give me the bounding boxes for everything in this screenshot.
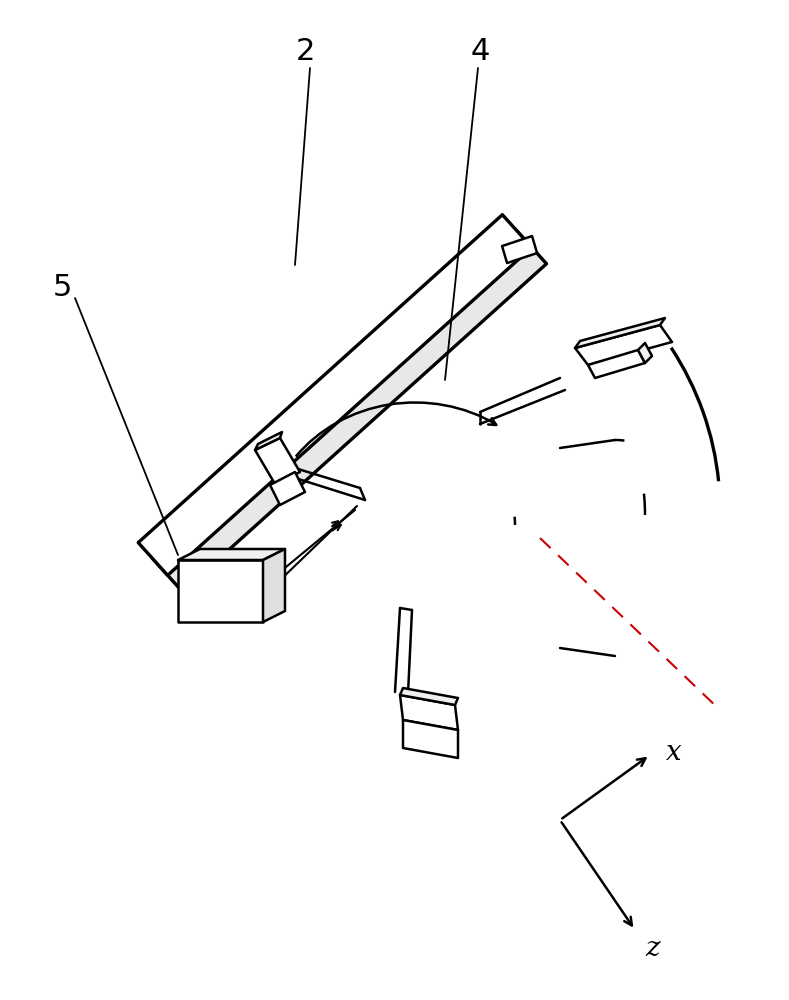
Polygon shape	[263, 549, 285, 622]
Text: z: z	[645, 934, 660, 962]
Polygon shape	[270, 472, 305, 505]
Polygon shape	[575, 325, 672, 365]
Polygon shape	[502, 236, 537, 263]
Polygon shape	[575, 318, 665, 348]
Polygon shape	[255, 432, 282, 450]
Polygon shape	[153, 231, 547, 592]
Text: 5: 5	[52, 273, 72, 302]
Polygon shape	[588, 350, 645, 378]
Polygon shape	[138, 215, 532, 575]
Polygon shape	[403, 720, 458, 758]
Polygon shape	[255, 438, 300, 484]
Polygon shape	[400, 695, 458, 730]
Text: 2: 2	[295, 37, 315, 66]
Polygon shape	[400, 688, 458, 705]
Polygon shape	[178, 560, 263, 622]
Text: x: x	[666, 738, 682, 766]
Text: 4: 4	[470, 37, 490, 66]
Polygon shape	[638, 343, 652, 363]
Polygon shape	[178, 549, 285, 560]
